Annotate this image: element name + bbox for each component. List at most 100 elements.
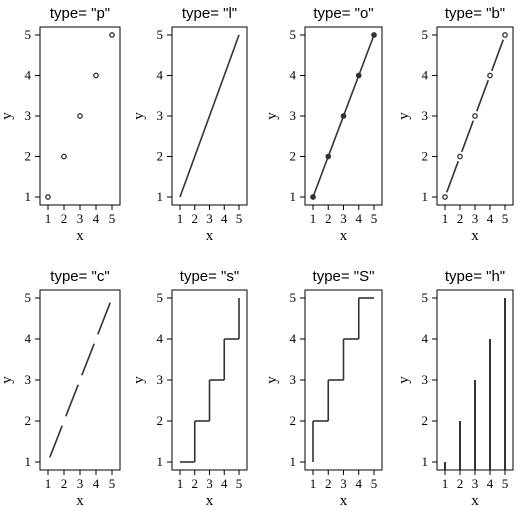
y-axis-label: y [396,376,412,384]
line-segment [327,115,345,157]
x-tick-label: 5 [236,211,243,226]
y-tick-label: 4 [290,68,297,83]
y-tick-label: 2 [422,413,429,428]
line-segment [49,425,63,458]
y-tick-label: 1 [290,454,297,469]
x-tick-label: 5 [371,476,378,491]
y-tick-label: 3 [290,372,297,387]
data-point [371,32,377,38]
y-tick-label: 2 [422,149,429,164]
y-tick-label: 1 [25,189,32,204]
x-axis-label: x [76,493,84,509]
y-tick-label: 4 [25,331,32,346]
y-axis-label: y [131,112,147,120]
panel-title: type= "o" [313,5,373,22]
y-axis-label: y [131,376,147,384]
data-point [355,72,362,79]
y-tick-label: 3 [422,372,429,387]
x-tick-label: 2 [457,476,464,491]
x-tick-label: 1 [177,211,184,226]
x-tick-label: 5 [502,476,509,491]
y-tick-label: 5 [422,290,429,305]
x-axis-label: x [206,228,214,244]
data-point [61,153,67,160]
y-tick-label: 1 [157,454,164,469]
x-tick-label: 3 [206,476,213,491]
x-tick-label: 3 [472,476,479,491]
data-point [325,153,332,160]
y-tick-label: 4 [157,331,164,346]
y-tick-label: 3 [25,108,32,123]
line-segment [81,343,95,376]
line-segment [312,156,329,198]
x-tick-label: 4 [93,211,100,226]
y-tick-label: 5 [25,27,32,42]
y-tick-label: 2 [25,149,32,164]
data-point [109,32,115,38]
panel-title: type= "b" [445,5,505,22]
x-tick-label: 2 [457,211,464,226]
x-tick-label: 4 [221,211,228,226]
x-axis-label: x [76,228,84,244]
y-tick-label: 4 [157,68,164,83]
x-tick-label: 2 [61,476,68,491]
data-point [340,113,347,119]
line-segment [460,120,475,153]
x-tick-label: 3 [77,211,84,226]
x-axis-label: x [471,228,479,244]
data-point [442,194,448,200]
x-tick-label: 5 [236,476,243,491]
data-point [472,113,478,119]
panel-title: type= "c" [50,268,109,285]
panel-title: type= "p" [50,5,110,22]
line-segment [208,75,226,117]
y-tick-label: 1 [290,189,297,204]
y-axis-label: y [0,112,15,120]
x-tick-label: 5 [502,211,509,226]
y-tick-label: 5 [422,27,429,42]
x-tick-label: 2 [61,211,68,226]
y-tick-label: 5 [157,290,164,305]
x-tick-label: 2 [325,211,332,226]
x-tick-label: 2 [192,476,199,491]
x-tick-label: 3 [340,476,347,491]
line-segment [490,39,505,72]
x-tick-label: 4 [93,476,100,491]
y-tick-label: 1 [25,454,32,469]
line-segment [223,34,240,76]
line-segment [475,79,490,112]
y-axis-label: y [264,376,280,384]
y-tick-label: 2 [290,149,297,164]
line-segment [193,115,211,157]
panel-title: type= "s" [180,268,239,285]
x-tick-label: 4 [221,476,228,491]
x-tick-label: 1 [45,476,52,491]
y-tick-label: 3 [25,372,32,387]
x-tick-label: 3 [472,211,479,226]
y-tick-label: 5 [157,27,164,42]
y-tick-label: 3 [157,372,164,387]
y-tick-label: 3 [290,108,297,123]
x-axis-label: x [340,493,348,509]
line-segment [179,156,196,198]
x-tick-label: 4 [487,211,494,226]
y-tick-label: 1 [157,189,164,204]
y-tick-label: 2 [25,413,32,428]
y-tick-label: 4 [422,68,429,83]
line-segment [342,75,360,117]
x-tick-label: 3 [206,211,213,226]
y-tick-label: 4 [25,68,32,83]
x-tick-label: 1 [310,476,317,491]
y-tick-label: 4 [290,331,297,346]
y-tick-label: 2 [290,413,297,428]
panel-title: type= "S" [313,268,375,285]
x-axis-label: x [206,493,214,509]
data-point [93,72,99,79]
